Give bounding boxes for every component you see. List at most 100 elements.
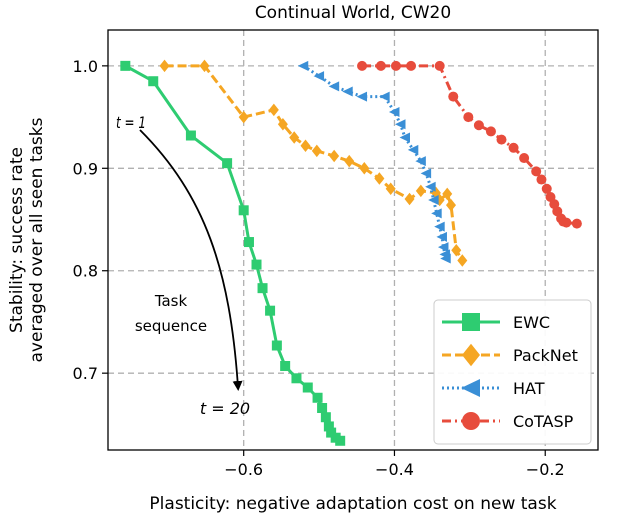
y-axis-ticks: 0.7 0.8 0.9 1.0 — [73, 57, 108, 383]
y-tick-label: 0.9 — [73, 159, 98, 178]
series-packnet-point — [446, 198, 456, 212]
series-hat-point — [342, 86, 353, 97]
series-cotasp-point — [541, 183, 552, 194]
series-hat-point — [431, 208, 442, 219]
y-axis-label-line2: averaged over all seen tasks — [27, 117, 47, 362]
series-ewc-point — [222, 158, 233, 169]
series-ewc-point — [271, 340, 282, 351]
legend-marker-cotasp — [462, 412, 480, 430]
series-packnet-point — [344, 154, 355, 168]
series-hat-point — [436, 231, 447, 242]
series-cotasp-point — [485, 126, 496, 137]
series-cotasp-point — [357, 60, 368, 71]
plot-frame — [107, 29, 599, 451]
series-packnet-point — [268, 103, 279, 117]
series-packnet-point — [374, 172, 385, 185]
legend-label-cotasp: CoTASP — [513, 412, 574, 431]
series-packnet-point — [238, 110, 249, 124]
series-packnet-point — [385, 182, 396, 196]
series-hat-point — [440, 253, 451, 264]
y-axis-label-line1: Stability: success rate — [7, 147, 27, 333]
annotation-t-end: t = 20 — [200, 399, 250, 418]
series-hat-point — [313, 71, 325, 82]
series-cotasp-point — [561, 217, 572, 228]
legend-label-ewc: EWC — [513, 313, 550, 332]
series-cotasp — [357, 60, 582, 229]
series-ewc-point — [302, 382, 313, 393]
series-packnet-point — [199, 59, 210, 73]
series-packnet-point — [311, 144, 322, 158]
legend-label-packnet: PackNet — [513, 346, 578, 365]
annotation-task-line2: sequence — [135, 317, 207, 335]
series-ewc-point — [323, 421, 334, 432]
legend-label-hat: HAT — [513, 379, 545, 398]
series-hat-point — [437, 242, 449, 253]
series-packnet-point — [277, 117, 288, 131]
series-cotasp-point — [434, 60, 445, 71]
series-cotasp-point — [519, 153, 530, 164]
series-ewc — [120, 60, 346, 446]
series-cotasp-point — [496, 134, 507, 145]
y-tick-label: 0.8 — [73, 262, 98, 281]
series-hat-point — [415, 156, 426, 167]
series-hat-point — [297, 60, 309, 71]
series-ewc-point — [185, 130, 196, 141]
series-hat — [297, 60, 451, 264]
series-hat-point — [394, 119, 406, 130]
x-tick-label: −0.2 — [526, 460, 565, 479]
legend-box — [433, 299, 592, 445]
grid — [108, 30, 598, 450]
y-tick-label: 1.0 — [73, 57, 98, 76]
series-ewc-point — [312, 392, 323, 403]
series-packnet-point — [451, 243, 462, 257]
x-axis-ticks: −0.6 −0.4 −0.2 — [224, 450, 565, 479]
series-hat-point — [328, 81, 340, 92]
series-ewc-point — [291, 373, 302, 384]
series-cotasp-point — [390, 60, 401, 71]
series-packnet-point — [359, 162, 370, 175]
series-hat-point — [425, 181, 436, 192]
series-hat-point — [407, 144, 419, 155]
series-ewc-point — [120, 60, 131, 71]
series-ewc-point — [320, 412, 331, 423]
series-cotasp-point — [375, 60, 386, 71]
x-tick-label: −0.4 — [375, 460, 414, 479]
series-cotasp-point — [571, 218, 582, 229]
series-cotasp-point — [406, 60, 417, 71]
series-hat-point — [379, 91, 390, 102]
data-series — [120, 59, 582, 446]
series-ewc-point — [335, 435, 346, 446]
series-hat-point — [420, 168, 432, 179]
series-hat-point — [388, 106, 400, 117]
series-packnet-point — [289, 131, 300, 144]
series-packnet-point — [442, 187, 453, 201]
series-hat-point — [399, 132, 411, 143]
chart-title: Continual World, CW20 — [255, 3, 451, 23]
series-packnet-point — [329, 149, 340, 163]
x-tick-label: −0.6 — [224, 460, 263, 479]
series-ewc-point — [148, 76, 159, 87]
series-hat-point — [434, 221, 445, 232]
series-hat-point — [428, 195, 439, 206]
legend-marker-ewc — [462, 313, 480, 331]
legend-marker-packnet — [462, 343, 480, 367]
series-packnet-line — [164, 64, 464, 262]
series-cotasp-point — [448, 91, 459, 102]
annotation-t-start: t = 1 — [116, 113, 146, 132]
series-packnet-point — [457, 254, 468, 267]
series-ewc-point — [251, 259, 262, 270]
series-packnet-point — [404, 192, 415, 206]
x-axis-label: Plasticity: negative adaptation cost on … — [149, 494, 556, 514]
series-cotasp-point — [473, 120, 484, 131]
series-ewc-point — [280, 361, 291, 371]
series-ewc-point — [265, 305, 276, 316]
y-tick-label: 0.7 — [73, 364, 98, 383]
series-cotasp-point — [463, 112, 474, 123]
series-packnet-point — [300, 139, 311, 153]
legend-marker-hat — [461, 379, 480, 397]
annotation-task-line1: Task — [154, 292, 188, 310]
series-cotasp-point — [536, 174, 547, 185]
series-ewc-point — [317, 403, 328, 413]
series-packnet-point — [159, 59, 170, 73]
